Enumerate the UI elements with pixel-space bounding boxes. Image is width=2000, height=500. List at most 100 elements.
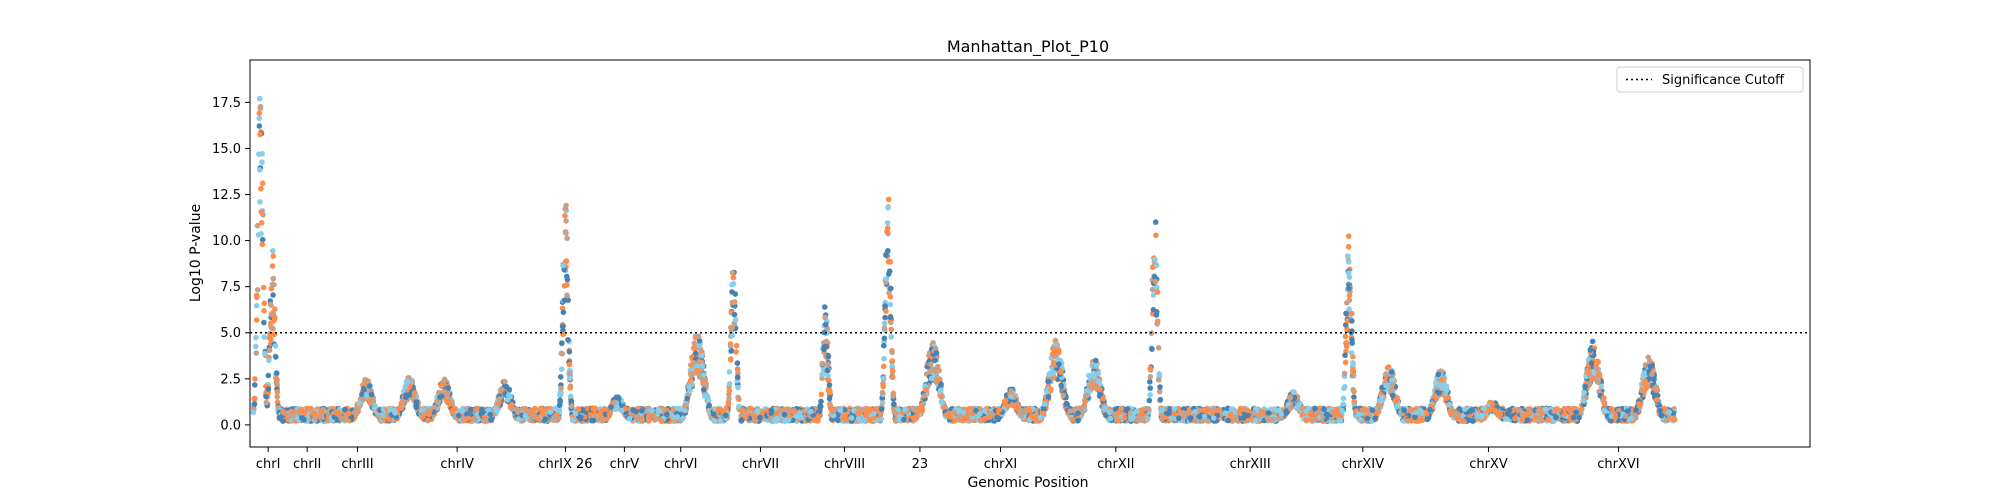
data-point	[883, 252, 889, 258]
data-point	[1101, 405, 1108, 412]
data-point	[928, 375, 935, 382]
data-point	[826, 395, 833, 402]
data-point	[717, 418, 724, 424]
data-point	[711, 417, 717, 424]
data-point	[994, 414, 1000, 421]
data-point	[558, 366, 565, 373]
data-point	[823, 338, 830, 345]
data-point	[366, 383, 373, 389]
data-point	[688, 370, 694, 377]
data-point	[257, 131, 263, 138]
data-point	[259, 159, 265, 165]
data-point	[561, 297, 568, 304]
data-point	[504, 397, 511, 403]
data-point	[710, 411, 717, 417]
data-point	[760, 409, 766, 415]
data-point	[730, 274, 737, 281]
data-point	[752, 418, 758, 424]
data-point	[723, 405, 730, 412]
data-point	[405, 379, 411, 385]
data-point	[733, 342, 740, 349]
data-point	[871, 410, 877, 417]
data-point	[819, 360, 826, 367]
data-point	[566, 370, 573, 377]
data-point	[932, 357, 938, 364]
data-point	[600, 418, 606, 424]
data-point	[567, 385, 573, 391]
data-point	[888, 334, 894, 340]
data-point	[1147, 385, 1153, 391]
data-point	[824, 367, 831, 374]
data-point	[253, 343, 259, 350]
data-point	[960, 409, 967, 416]
data-point	[1097, 386, 1103, 393]
data-point	[649, 407, 655, 414]
data-point	[392, 410, 398, 416]
data-point	[266, 357, 272, 364]
data-point	[257, 199, 263, 205]
data-point	[419, 414, 426, 420]
data-point	[496, 396, 503, 402]
data-point	[485, 407, 492, 413]
data-point	[690, 345, 697, 352]
data-point	[626, 416, 633, 422]
data-point	[884, 220, 891, 226]
data-point	[270, 248, 276, 254]
data-point	[479, 406, 485, 413]
data-point	[365, 378, 371, 384]
data-point	[815, 415, 822, 422]
data-point	[256, 110, 263, 116]
data-point	[560, 262, 566, 269]
data-point	[459, 408, 466, 415]
data-point	[564, 273, 570, 280]
data-point	[614, 404, 620, 410]
data-point	[727, 356, 734, 362]
data-point	[273, 354, 279, 360]
data-point	[562, 229, 569, 235]
data-point	[638, 408, 645, 414]
data-point	[729, 281, 735, 288]
data-point	[1130, 410, 1137, 417]
data-point	[1106, 409, 1113, 415]
data-point	[565, 337, 571, 343]
data-point	[559, 323, 566, 330]
data-point	[318, 413, 325, 420]
data-point	[923, 387, 929, 393]
data-point	[515, 416, 522, 422]
data-point	[885, 196, 892, 203]
data-point	[273, 381, 280, 387]
data-point	[487, 411, 494, 418]
data-point	[664, 411, 670, 418]
data-point	[891, 401, 897, 407]
data-point	[881, 342, 887, 349]
data-point	[743, 414, 749, 421]
data-point	[1158, 407, 1165, 413]
data-point	[731, 311, 738, 318]
data-point	[1081, 403, 1087, 410]
data-point	[1156, 377, 1162, 383]
data-point	[937, 382, 944, 388]
data-point	[748, 405, 754, 412]
data-point	[342, 406, 348, 413]
data-point	[883, 308, 889, 315]
data-point	[935, 377, 941, 383]
data-point	[1058, 382, 1064, 389]
data-point	[639, 418, 645, 424]
data-point	[881, 335, 888, 342]
data-point	[880, 383, 886, 390]
data-point	[562, 213, 568, 219]
data-point	[884, 225, 891, 231]
data-point	[488, 416, 494, 423]
data-point	[734, 374, 741, 381]
data-point	[933, 350, 940, 356]
data-point	[261, 308, 267, 314]
data-point	[335, 409, 341, 416]
data-point	[734, 360, 741, 366]
data-point	[445, 385, 452, 391]
data-point	[735, 394, 741, 401]
data-point	[254, 294, 260, 301]
data-point	[692, 350, 699, 357]
data-point	[547, 409, 553, 415]
data-point	[567, 375, 573, 382]
